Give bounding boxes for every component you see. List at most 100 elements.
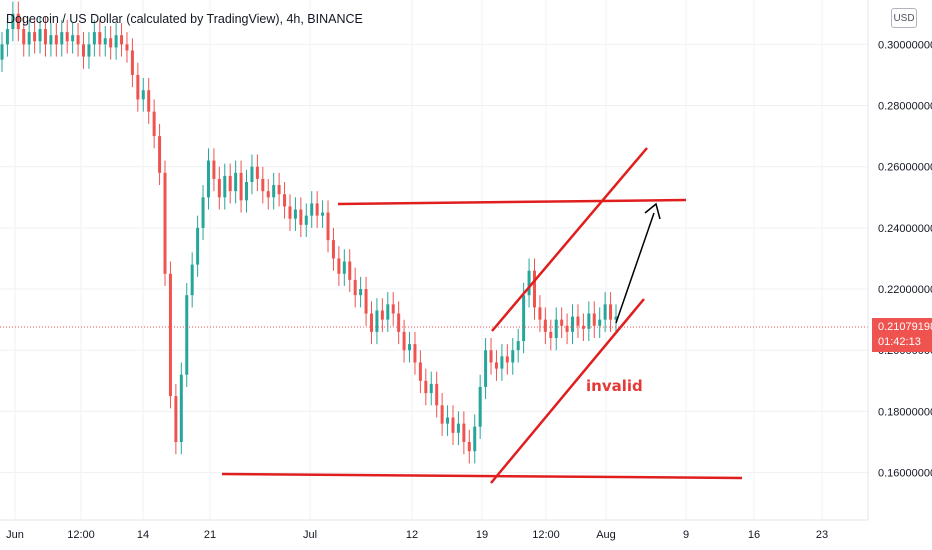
candle-body (337, 258, 341, 274)
candle-body (369, 313, 373, 332)
x-tick-label-8: Aug (596, 529, 616, 541)
candle-body (168, 273, 172, 397)
candle-body (120, 35, 124, 45)
invalid-annotation: invalid (586, 377, 643, 395)
candle-body (304, 215, 308, 225)
candle-body (576, 316, 580, 326)
candle-body (532, 270, 536, 308)
candle-body (462, 423, 466, 442)
candle-body (565, 325, 569, 332)
candle-body (179, 374, 183, 442)
candle-body (130, 50, 134, 75)
candle-body (293, 209, 297, 219)
candle-body (228, 175, 232, 192)
x-tick-label-3: 21 (204, 529, 216, 541)
x-tick-label-6: 19 (476, 529, 488, 541)
candle-body (429, 383, 433, 394)
candle-body (348, 261, 352, 280)
currency-button[interactable]: USD (891, 8, 917, 28)
candle-body (478, 386, 482, 427)
candle-body (185, 295, 189, 375)
candle-body (473, 426, 477, 452)
candle-body (92, 32, 96, 45)
x-tick-label-4: Jul (303, 529, 317, 541)
x-tick-label-1: 12:00 (67, 529, 95, 541)
candle-body (60, 32, 64, 45)
candle-body (560, 319, 564, 326)
time-axis[interactable]: Jun 12:00 14 21 Jul 12 19 12:00 Aug 9 16 23 (6, 529, 828, 541)
candle-body (456, 423, 460, 433)
candle-body (603, 304, 607, 320)
candle-body (543, 319, 547, 332)
candle-body (0, 44, 4, 60)
candle-body (375, 310, 379, 332)
candle-body (554, 319, 558, 338)
candle-body (283, 194, 287, 207)
candles (0, 1, 618, 464)
candle-body (206, 160, 210, 198)
candle-body (43, 29, 47, 45)
y-tick-label-3: 0.22000000 (878, 284, 932, 296)
support-line[interactable] (221, 472, 743, 480)
y-tick-label-1: 0.18000000 (878, 406, 932, 418)
candle-body (174, 396, 178, 442)
drawings[interactable] (221, 147, 743, 484)
candle-body (54, 35, 58, 45)
price-axis[interactable]: 0.160000000.180000000.200000000.22000000… (878, 39, 932, 479)
candle-body (109, 38, 113, 48)
resistance-line[interactable] (337, 198, 687, 206)
candle-body (446, 417, 450, 424)
candle-body (549, 331, 553, 338)
last-price-value: 0.21079198 (878, 321, 932, 333)
channel-upper-line[interactable] (491, 147, 648, 332)
candle-body (201, 197, 205, 228)
candle-body (310, 203, 314, 216)
candle-body (245, 182, 249, 201)
candle-body (413, 344, 417, 363)
candle-body (451, 417, 455, 433)
x-tick-label-11: 23 (816, 529, 828, 541)
candle-body (82, 44, 86, 57)
candle-body (359, 289, 363, 296)
candle-body (288, 206, 292, 219)
candle-body (65, 32, 69, 42)
candle-body (261, 178, 265, 192)
candle-body (38, 29, 42, 42)
candle-body (234, 172, 238, 192)
candle-body (321, 212, 325, 216)
x-tick-label-2: 14 (137, 529, 149, 541)
candle-body (223, 175, 227, 198)
candle-body (408, 344, 412, 351)
candle-body (397, 313, 401, 332)
candle-body (87, 44, 91, 57)
channel-lower-line[interactable] (490, 298, 645, 484)
grid-lines (0, 0, 868, 520)
candle-body (141, 90, 145, 100)
x-tick-label-0: Jun (6, 529, 24, 541)
candle-body (342, 261, 346, 274)
candle-body (49, 35, 53, 45)
candle-body (190, 264, 194, 296)
candle-body (239, 172, 243, 201)
candle-body (16, 13, 20, 30)
candle-body (391, 304, 395, 314)
candle-body (76, 35, 80, 45)
candle-body (614, 316, 618, 320)
candle-body (522, 295, 526, 342)
y-tick-label-6: 0.28000000 (878, 101, 932, 113)
candle-body (440, 405, 444, 424)
candle-body (424, 380, 428, 394)
projection-arrow[interactable] (615, 212, 655, 324)
bar-countdown: 01:42:13 (878, 336, 921, 348)
candle-body (27, 32, 31, 45)
candle-body (158, 136, 162, 173)
candle-body (277, 185, 281, 195)
candle-body (22, 29, 26, 45)
candle-body (11, 13, 15, 30)
candle-body (71, 35, 75, 42)
candle-body (505, 356, 509, 363)
candle-body (212, 160, 216, 179)
candle-body (592, 313, 596, 326)
candle-body (571, 316, 575, 332)
